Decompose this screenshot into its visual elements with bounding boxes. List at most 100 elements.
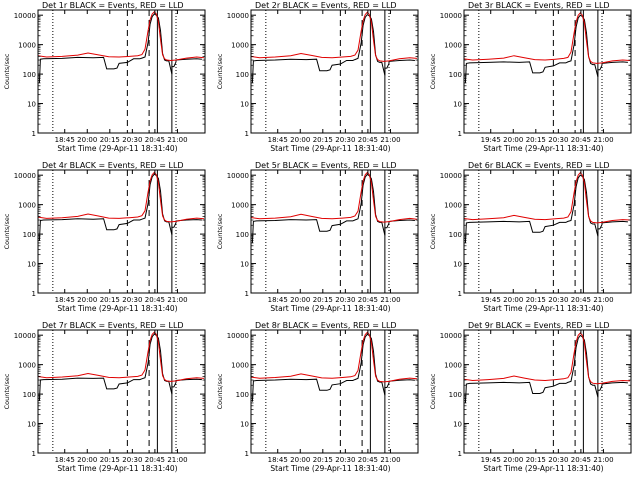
x-tick-label: 20:45 [571,136,591,144]
y-axis-label: Counts/sec [216,213,224,249]
y-tick-label: 10 [240,261,249,269]
chart-title: Det 9r BLACK = Events, RED = LLD [468,321,610,330]
x-tick-label: 21:00 [593,136,613,144]
y-tick-label: 1000 [231,202,249,210]
chart-panel: 1 10 100 1000 10000 18:45 20:00 20:15 20:30 20:45… [216,321,419,473]
x-tick-label: 20:00 [290,456,310,464]
x-axis-label: Start Time (29-Apr-11 18:31:40) [57,304,177,313]
x-tick-label: 21:00 [380,136,400,144]
x-tick-label: 20:45 [571,296,591,304]
x-axis-label: Start Time (29-Apr-11 18:31:40) [57,144,177,153]
plot-frame [250,9,419,134]
chart-panel: 1 10 100 1000 10000 18:45 20:00 20:15 20:30 20:45… [3,1,206,153]
x-axis-label: Start Time (29-Apr-11 18:31:40) [270,304,390,313]
y-tick-label: 100 [236,391,249,399]
y-tick-label: 100 [449,231,462,239]
plot-frame [37,9,206,134]
y-tick-label: 1000 [18,202,36,210]
y-tick-label: 1 [245,450,249,458]
series-line-lld [464,12,631,64]
x-tick-label: 20:30 [122,296,142,304]
series-line-lld [464,171,631,224]
y-tick-label: 1000 [444,202,462,210]
x-tick-label: 20:30 [122,456,142,464]
y-tick-label: 1000 [231,362,249,370]
x-tick-label: 20:45 [145,456,165,464]
y-tick-label: 100 [23,231,36,239]
y-axis-label: Counts/sec [3,373,11,409]
x-tick-label: 21:00 [167,296,187,304]
x-tick-label: 21:00 [380,296,400,304]
chart-title: Det 6r BLACK = Events, RED = LLD [468,161,610,170]
x-tick-label: 20:45 [358,296,378,304]
y-tick-label: 10000 [14,172,36,180]
y-tick-label: 10 [27,101,36,109]
x-tick-label: 21:00 [593,456,613,464]
chart-panel: 1 10 100 1000 10000 19:45 20:00 20:15 20:30 20:45… [429,1,632,153]
y-tick-label: 10 [453,261,462,269]
y-tick-label: 100 [23,391,36,399]
x-tick-label: 20:45 [571,456,591,464]
y-tick-label: 1 [32,450,36,458]
y-tick-label: 10 [240,101,249,109]
plot-frame [463,329,632,454]
series-line-events [464,14,628,84]
x-tick-label: 20:45 [358,456,378,464]
x-tick-label: 20:45 [145,296,165,304]
chart-panel: 1 10 100 1000 10000 18:45 20:00 20:15 20:30 20:45… [216,161,419,313]
x-tick-label: 20:15 [526,456,546,464]
y-tick-label: 1 [458,290,462,298]
y-tick-label: 1 [245,290,249,298]
y-axis-label: Counts/sec [3,213,11,249]
x-tick-label: 18:45 [268,456,288,464]
x-tick-label: 20:30 [335,136,355,144]
x-axis-label: Start Time (29-Apr-11 18:31:40) [483,144,603,153]
y-tick-label: 100 [449,391,462,399]
chart-title: Det 2r BLACK = Events, RED = LLD [255,1,397,10]
x-tick-label: 20:00 [290,136,310,144]
y-tick-label: 10000 [440,332,462,340]
y-tick-label: 10000 [227,332,249,340]
x-tick-label: 20:15 [100,136,120,144]
y-tick-label: 100 [23,71,36,79]
x-tick-label: 19:45 [481,136,501,144]
series-line-lld [464,332,631,385]
chart-title: Det 7r BLACK = Events, RED = LLD [42,321,184,330]
x-axis-label: Start Time (29-Apr-11 18:31:40) [270,464,390,473]
x-tick-label: 20:15 [526,136,546,144]
chart-panel: 1 10 100 1000 10000 19:45 20:00 20:15 20:30 20:45… [429,321,632,473]
y-tick-label: 10000 [14,332,36,340]
y-tick-label: 1 [458,450,462,458]
y-tick-label: 1000 [231,42,249,50]
x-tick-label: 20:30 [548,296,568,304]
x-tick-label: 20:45 [145,136,165,144]
x-tick-label: 20:15 [100,456,120,464]
series-line-lld [38,331,205,382]
y-tick-label: 10000 [440,12,462,20]
series-line-events [38,333,202,401]
y-tick-label: 1000 [444,42,462,50]
y-axis-label: Counts/sec [429,373,437,409]
y-axis-label: Counts/sec [429,53,437,89]
y-axis-label: Counts/sec [216,53,224,89]
x-tick-label: 20:00 [77,296,97,304]
x-tick-label: 18:45 [268,296,288,304]
chart-panel: 1 10 100 1000 10000 19:45 20:00 20:15 20:30 20:45… [429,161,632,313]
series-line-events [464,174,628,244]
plot-frame [463,9,632,134]
y-tick-label: 100 [236,71,249,79]
y-tick-label: 10 [27,261,36,269]
y-tick-label: 10000 [227,172,249,180]
chart-title: Det 5r BLACK = Events, RED = LLD [255,161,397,170]
series-line-events [38,13,202,84]
x-tick-label: 21:00 [167,136,187,144]
x-tick-label: 18:45 [268,136,288,144]
series-line-lld [251,11,418,62]
chart-panel: 1 10 100 1000 10000 18:45 20:00 20:15 20:30 20:45… [3,161,206,313]
x-tick-label: 20:45 [358,136,378,144]
plot-frame [250,169,419,294]
x-tick-label: 20:30 [548,136,568,144]
x-tick-label: 20:15 [526,296,546,304]
x-tick-label: 20:15 [100,296,120,304]
